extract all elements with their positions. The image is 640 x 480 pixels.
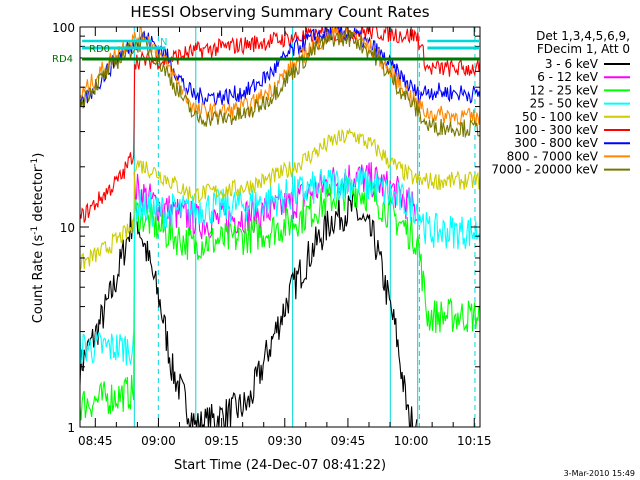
series-line: [80, 127, 480, 271]
legend-header-line-2: FDecim 1, Att 0: [537, 42, 630, 56]
x-tick-label: 09:30: [267, 434, 302, 448]
y-axis-label-main: Count Rate (s: [31, 235, 46, 324]
legend-label: 7000 - 20000 keV: [491, 163, 598, 177]
y-tick-label: 100: [52, 21, 75, 35]
legend-label: 800 - 7000 keV: [507, 149, 599, 163]
y-tick-label: 1: [67, 421, 75, 435]
y-tick-label: 10: [60, 221, 75, 235]
legend-label: 6 - 12 keV: [537, 70, 599, 84]
x-tick-label: 10:15: [457, 434, 492, 448]
x-tick-label: 09:15: [204, 434, 239, 448]
y-axis-label-sup2: -1: [30, 158, 40, 167]
legend-label: 12 - 25 keV: [530, 83, 599, 97]
y-axis-label: Count Rate (s-1 detector-1): [30, 153, 46, 324]
footer-date: 3-Mar-2010 15:49: [564, 469, 635, 478]
y-axis-label-end: ): [31, 153, 46, 158]
series-line: [80, 175, 480, 421]
series-line: [80, 30, 480, 139]
y-axis-label-rest: detector: [31, 166, 46, 226]
x-tick-label: 10:00: [394, 434, 429, 448]
x-tick-label: 08:45: [78, 434, 113, 448]
legend-label: 100 - 300 keV: [514, 123, 598, 137]
x-tick-label: 09:45: [331, 434, 366, 448]
y-axis-label-sup: -1: [30, 226, 40, 235]
x-axis-label: Start Time (24-Dec-07 08:41:22): [174, 458, 386, 473]
rd4-flag-label: RD4: [52, 54, 73, 65]
legend-header-line-1: Det 1,3,4,5,6,9,: [536, 29, 630, 43]
series-line: [80, 27, 480, 223]
chart-title: HESSI Observing Summary Count Rates: [130, 3, 429, 21]
n-flag-label: N: [160, 37, 167, 48]
legend-label: 50 - 100 keV: [522, 110, 599, 124]
legend-label: 25 - 50 keV: [530, 97, 599, 111]
x-tick-label: 09:00: [141, 434, 176, 448]
rd0-flag-label: RD0: [89, 44, 110, 55]
legend-label: 300 - 800 keV: [514, 136, 598, 150]
series-line: [80, 167, 480, 366]
legend-label: 3 - 6 keV: [545, 57, 599, 71]
